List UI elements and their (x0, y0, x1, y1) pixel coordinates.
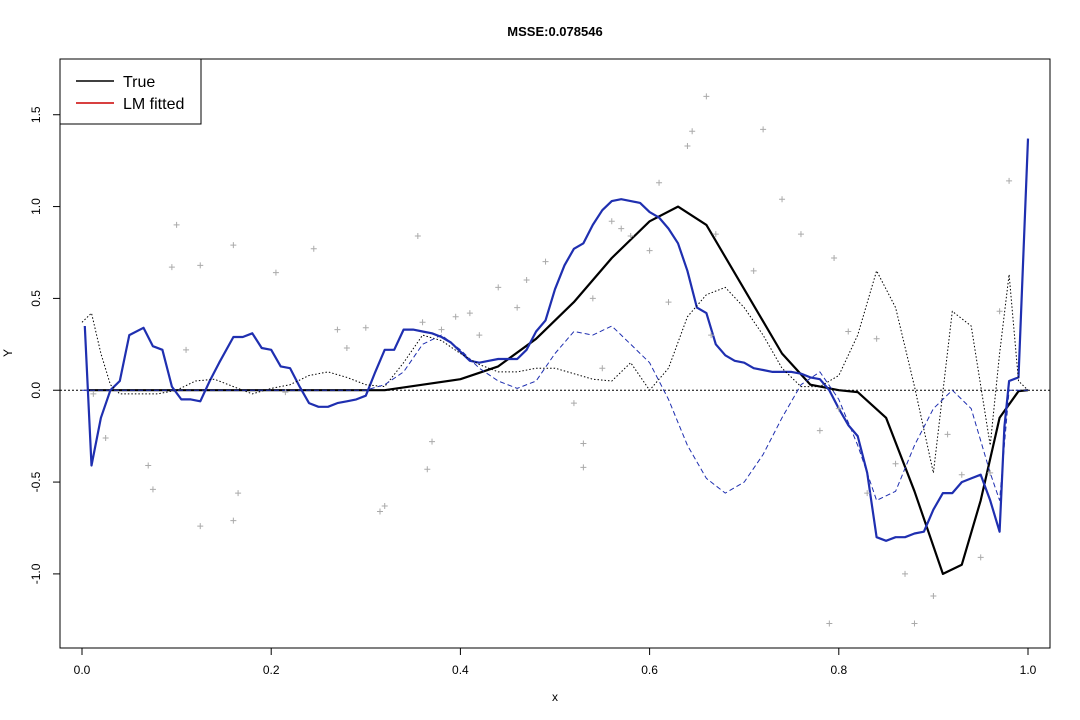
data-point (589, 295, 596, 302)
data-point (173, 221, 180, 228)
data-point (708, 332, 715, 339)
data-point (826, 620, 833, 627)
data-point (618, 225, 625, 232)
y-tick-label: 0.5 (29, 290, 43, 307)
data-point (627, 232, 634, 239)
data-point (580, 440, 587, 447)
data-point (831, 254, 838, 261)
legend-label: True (123, 74, 155, 91)
dashed-component-line (82, 325, 1028, 501)
fitted-curve-line (83, 138, 1030, 542)
data-point (495, 284, 502, 291)
data-point (362, 324, 369, 331)
data-point (684, 142, 691, 149)
data-point (599, 365, 606, 372)
data-point (102, 434, 109, 441)
data-point (230, 242, 237, 249)
axes: 0.0 0.2 0.4 0.6 0.8 1.0 -1.0 -0.5 0.0 0.5 1.0 1.5 (29, 58, 1051, 677)
data-point (438, 326, 445, 333)
x-tick-label: 0.6 (641, 663, 658, 677)
data-point (282, 389, 289, 396)
x-tick-label: 0.4 (452, 663, 469, 677)
data-point (197, 262, 204, 269)
data-point (656, 179, 663, 186)
data-point (703, 93, 710, 100)
data-point (902, 570, 909, 577)
scatter-points (90, 93, 1013, 627)
data-point (779, 196, 786, 203)
data-point (835, 405, 842, 412)
data-point (864, 490, 871, 497)
data-point (183, 346, 190, 353)
x-tick-label: 0.2 (263, 663, 280, 677)
data-point (646, 247, 653, 254)
data-point (996, 308, 1003, 315)
data-point (944, 431, 951, 438)
data-point (145, 462, 152, 469)
data-point (977, 554, 984, 561)
data-point (419, 319, 426, 326)
chart-title: MSSE:0.078546 (507, 24, 602, 39)
data-point (272, 269, 279, 276)
data-point (90, 390, 97, 397)
data-point (892, 460, 899, 467)
data-point (235, 490, 242, 497)
x-tick-label: 0.8 (830, 663, 847, 677)
data-point (750, 267, 757, 274)
data-point (310, 245, 317, 252)
data-point (689, 128, 696, 135)
data-point (930, 592, 937, 599)
y-tick-label: 1.0 (29, 198, 43, 215)
legend-label: LM fitted (123, 96, 184, 113)
data-point (466, 310, 473, 317)
data-point (424, 466, 431, 473)
legend: True LM fitted (59, 58, 202, 125)
data-point (873, 335, 880, 342)
x-axis-label: x (552, 690, 558, 704)
y-tick-label: -0.5 (29, 471, 43, 492)
data-point (334, 326, 341, 333)
plot-area (60, 93, 1050, 627)
data-point (429, 438, 436, 445)
data-point (665, 299, 672, 306)
data-point (523, 277, 530, 284)
data-point (760, 126, 767, 133)
data-point (797, 231, 804, 238)
data-point (514, 304, 521, 311)
data-point (580, 464, 587, 471)
true-curve-line (86, 205, 1029, 575)
data-point (414, 232, 421, 239)
data-point (570, 400, 577, 407)
x-tick-label: 1.0 (1020, 663, 1037, 677)
data-point (712, 231, 719, 238)
y-tick-label: 1.5 (29, 106, 43, 123)
data-point (381, 502, 388, 509)
data-point (816, 427, 823, 434)
y-tick-label: -1.0 (29, 563, 43, 584)
data-point (230, 517, 237, 524)
data-point (1006, 177, 1013, 184)
data-point (343, 344, 350, 351)
data-point (608, 218, 615, 225)
data-point (168, 264, 175, 271)
legend-box (59, 58, 202, 125)
data-point (542, 258, 549, 265)
y-tick-label: 0.0 (29, 382, 43, 399)
y-axis-label: Y (1, 349, 15, 357)
data-point (197, 523, 204, 530)
data-point (987, 469, 994, 476)
x-tick-label: 0.0 (74, 663, 91, 677)
data-point (911, 620, 918, 627)
data-point (376, 508, 383, 515)
data-point (476, 332, 483, 339)
data-point (958, 471, 965, 478)
data-point (845, 328, 852, 335)
dotted-component-line (81, 270, 1029, 474)
data-point (149, 486, 156, 493)
data-point (452, 313, 459, 320)
